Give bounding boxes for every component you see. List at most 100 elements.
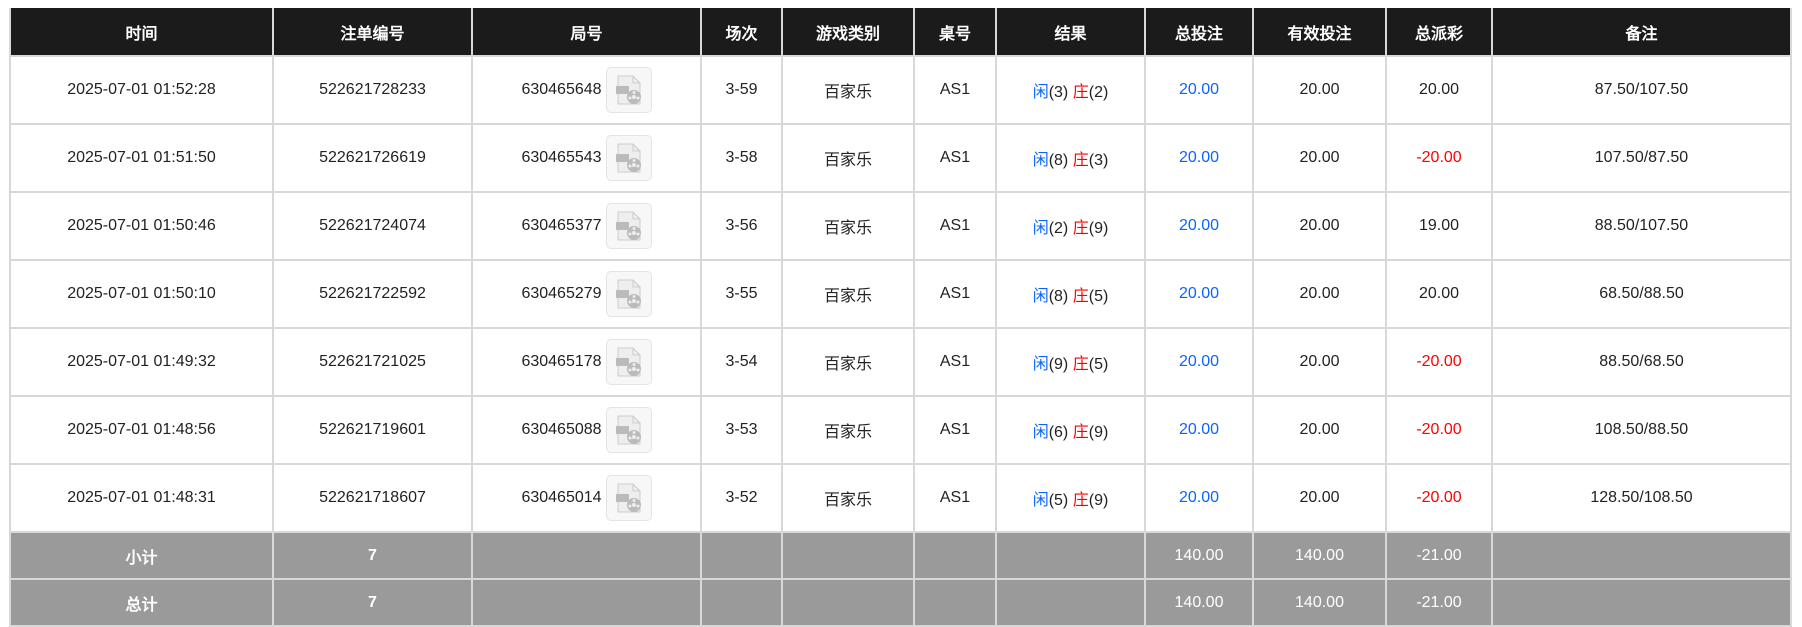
video-replay-button[interactable] [605,475,652,521]
player-score: (2) [1048,220,1069,237]
round-cell: 630465377 [471,191,702,261]
total-bet-cell: 20.00 [1144,55,1254,125]
shoe-cell: 3-56 [700,191,783,261]
payout-cell: 20.00 [1385,259,1493,329]
video-replay-button[interactable] [605,67,652,113]
round-number: 630465279 [521,285,602,303]
player-label: 闲 [1032,152,1049,169]
summary-payout: -21.00 [1385,578,1493,627]
note-cell: 88.50/107.50 [1491,191,1792,261]
video-replay-button[interactable] [605,135,652,181]
payout-cell: -20.00 [1385,327,1493,397]
round-number: 630465543 [521,149,602,167]
total-bet-cell: 20.00 [1144,259,1254,329]
payout-cell: -20.00 [1385,123,1493,193]
game-type-cell: 百家乐 [781,259,915,329]
round-cell: 630465543 [471,123,702,193]
summary-payout: -21.00 [1385,531,1493,580]
column-header: 结果 [995,8,1146,57]
shoe-cell: 3-59 [700,55,783,125]
result-cell: 闲(2) 庄(9) [995,191,1146,261]
summary-valid-bet: 140.00 [1252,531,1387,580]
valid-bet-cell: 20.00 [1252,259,1387,329]
table-header: 时间 注单编号 局号 场次 游戏类别 桌号 结果 总投注 有效投注 总派彩 备注 [9,8,1792,57]
bet-id-cell: 522621718607 [272,463,473,533]
valid-bet-cell: 20.00 [1252,395,1387,465]
result-cell: 闲(9) 庄(5) [995,327,1146,397]
game-type-cell: 百家乐 [781,123,915,193]
summary-row: 小计 7 140.00 140.00 -21.00 [9,531,1792,580]
summary-label: 总计 [9,578,274,627]
summary-total-bet: 140.00 [1144,578,1254,627]
payout-cell: -20.00 [1385,463,1493,533]
note-cell: 88.50/68.50 [1491,327,1792,397]
banker-label: 庄 [1072,424,1089,441]
valid-bet-cell: 20.00 [1252,191,1387,261]
banker-label: 庄 [1072,152,1089,169]
total-bet-cell: 20.00 [1144,395,1254,465]
shoe-cell: 3-53 [700,395,783,465]
column-header: 备注 [1491,8,1792,57]
game-type-cell: 百家乐 [781,395,915,465]
player-label: 闲 [1032,356,1049,373]
time-cell: 2025-07-01 01:52:28 [9,55,274,125]
game-type-cell: 百家乐 [781,191,915,261]
column-header: 注单编号 [272,8,473,57]
video-replay-button[interactable] [605,339,652,385]
time-cell: 2025-07-01 01:51:50 [9,123,274,193]
column-header: 游戏类别 [781,8,915,57]
shoe-cell: 3-52 [700,463,783,533]
note-cell: 107.50/87.50 [1491,123,1792,193]
table-number-cell: AS1 [913,259,997,329]
player-label: 闲 [1032,492,1049,509]
round-cell: 630465178 [471,327,702,397]
total-bet-cell: 20.00 [1144,463,1254,533]
banker-score: (5) [1088,288,1109,305]
note-cell: 128.50/108.50 [1491,463,1792,533]
banker-label: 庄 [1072,84,1089,101]
note-cell: 108.50/88.50 [1491,395,1792,465]
time-cell: 2025-07-01 01:48:31 [9,463,274,533]
banker-label: 庄 [1072,220,1089,237]
bet-id-cell: 522621722592 [272,259,473,329]
table-row: 2025-07-01 01:48:56 522621719601 6304650… [9,395,1792,465]
table-row: 2025-07-01 01:49:32 522621721025 6304651… [9,327,1792,397]
result-cell: 闲(8) 庄(5) [995,259,1146,329]
summary-total-bet: 140.00 [1144,531,1254,580]
table-row: 2025-07-01 01:50:10 522621722592 6304652… [9,259,1792,329]
time-cell: 2025-07-01 01:50:46 [9,191,274,261]
column-header: 桌号 [913,8,997,57]
video-replay-button[interactable] [605,407,652,453]
column-header: 局号 [471,8,702,57]
table-number-cell: AS1 [913,55,997,125]
total-bet-cell: 20.00 [1144,123,1254,193]
table-number-cell: AS1 [913,191,997,261]
game-type-cell: 百家乐 [781,327,915,397]
banker-label: 庄 [1072,288,1089,305]
player-label: 闲 [1032,424,1049,441]
player-score: (9) [1048,356,1069,373]
table-number-cell: AS1 [913,463,997,533]
note-cell: 68.50/88.50 [1491,259,1792,329]
banker-score: (9) [1088,220,1109,237]
table-number-cell: AS1 [913,327,997,397]
time-cell: 2025-07-01 01:48:56 [9,395,274,465]
player-label: 闲 [1032,220,1049,237]
time-cell: 2025-07-01 01:50:10 [9,259,274,329]
video-replay-button[interactable] [605,271,652,317]
round-number: 630465088 [521,421,602,439]
round-cell: 630465014 [471,463,702,533]
banker-score: (3) [1088,152,1109,169]
bet-id-cell: 522621721025 [272,327,473,397]
shoe-cell: 3-58 [700,123,783,193]
round-number: 630465178 [521,353,602,371]
banker-score: (9) [1088,492,1109,509]
result-cell: 闲(6) 庄(9) [995,395,1146,465]
bet-id-cell: 522621726619 [272,123,473,193]
video-replay-button[interactable] [605,203,652,249]
round-number: 630465648 [521,81,602,99]
result-cell: 闲(8) 庄(3) [995,123,1146,193]
column-header: 有效投注 [1252,8,1387,57]
banker-score: (5) [1088,356,1109,373]
payout-cell: 20.00 [1385,55,1493,125]
